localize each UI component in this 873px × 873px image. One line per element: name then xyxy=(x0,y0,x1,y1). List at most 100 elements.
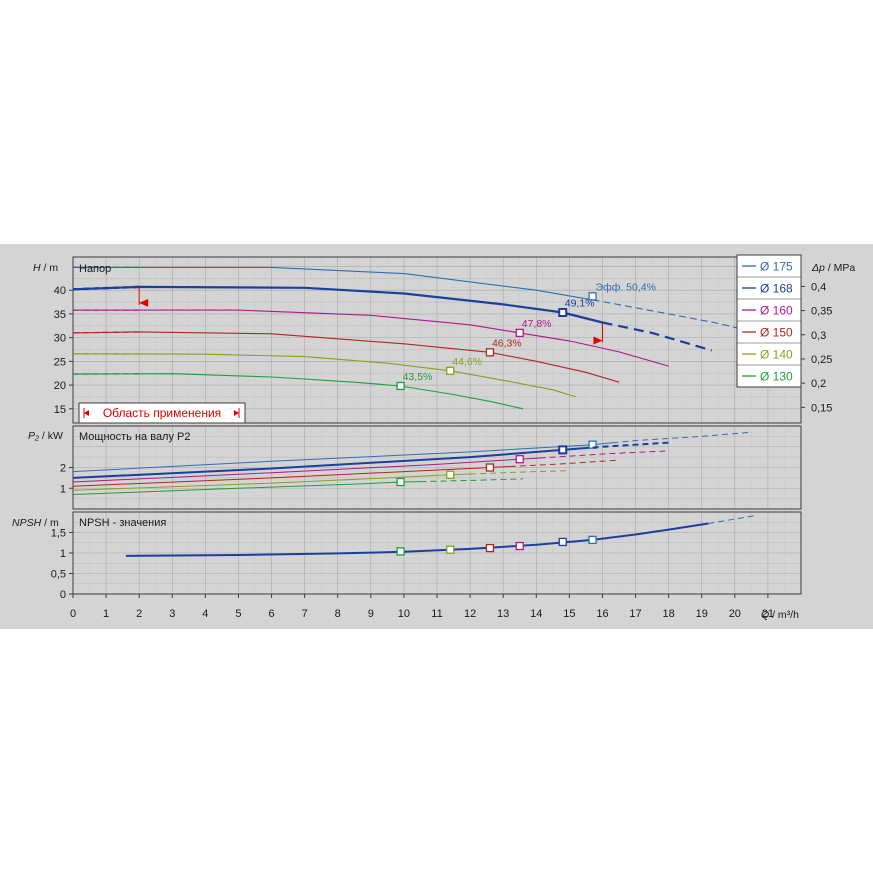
efficiency-marker xyxy=(588,440,597,449)
efficiency-marker xyxy=(588,292,597,301)
npsh-axis-label: NPSH / m xyxy=(12,517,59,529)
head-tick-label: 20 xyxy=(54,380,66,392)
x-tick-label: 16 xyxy=(596,608,608,620)
pressure-tick-label: 0,15 xyxy=(811,402,832,414)
legend-label: Ø 140 xyxy=(760,348,793,362)
power-curve xyxy=(72,473,471,491)
power-curve-extension xyxy=(582,441,669,450)
efficiency-label: 46,3% xyxy=(492,337,522,349)
efficiency-marker xyxy=(446,545,455,554)
npsh-tick-label: 1,5 xyxy=(51,528,66,540)
pressure-tick-label: 0,4 xyxy=(811,281,826,293)
grid xyxy=(72,256,802,595)
efficiency-label: 47,8% xyxy=(522,318,552,330)
legend-label: Ø 168 xyxy=(760,282,793,296)
power-panel-title: Мощность на валу P2 xyxy=(79,431,191,443)
x-tick-label: 17 xyxy=(629,608,641,620)
head-curve-extension xyxy=(592,299,795,343)
legend: Ø 175 Ø 168 Ø 160 Ø 150 Ø 140 Ø 130 xyxy=(736,254,802,388)
x-tick-label: 1 xyxy=(103,608,109,620)
power-tick-label: 1 xyxy=(60,483,66,495)
npsh-panel-title: NPSH - значения xyxy=(79,517,166,529)
head-tick-label: 15 xyxy=(54,404,66,416)
efficiency-marker xyxy=(558,307,568,317)
efficiency-marker xyxy=(396,547,405,556)
head-curve xyxy=(72,353,577,398)
npsh-tick-label: 1 xyxy=(60,548,66,560)
head-axis-label: H / m xyxy=(33,262,58,274)
efficiency-marker xyxy=(485,348,495,357)
power-curve-extension xyxy=(420,478,524,483)
efficiency-label: 49,1% xyxy=(565,297,595,309)
efficiency-marker xyxy=(396,477,405,487)
x-tick-label: 5 xyxy=(235,608,241,620)
efficiency-marker xyxy=(485,543,495,553)
pressure-tick-label: 0,35 xyxy=(811,306,832,318)
series-layer: Эфф. 50,4%49,1% 47,8%46,3% 44,6% 43,5% xyxy=(72,266,795,557)
x-tick-label: 8 xyxy=(335,608,341,620)
legend-label: Ø 160 xyxy=(760,304,793,318)
x-tick-label: 18 xyxy=(663,608,675,620)
efficiency-marker xyxy=(446,470,455,479)
pressure-tick-label: 0,2 xyxy=(811,378,826,390)
legend-label: Ø 175 xyxy=(760,260,793,274)
efficiency-label: 43,5% xyxy=(403,371,433,383)
power-curve-extension xyxy=(539,450,669,459)
head-curve xyxy=(72,331,620,383)
efficiency-marker xyxy=(515,455,524,464)
legend-label: Ø 150 xyxy=(760,326,793,340)
x-tick-label: 4 xyxy=(202,608,208,620)
power-axis-label: P₂ / kW xyxy=(28,430,63,442)
power-tick-label: 2 xyxy=(60,463,66,475)
power-curve xyxy=(72,457,540,483)
head-tick-label: 25 xyxy=(54,356,66,368)
range-min-arrow xyxy=(139,298,149,307)
head-curve-start xyxy=(72,285,140,291)
efficiency-marker xyxy=(515,328,524,338)
power-curve xyxy=(72,481,421,495)
npsh-curve-extension xyxy=(708,515,755,524)
svg-text:Область применения: Область применения xyxy=(103,406,221,420)
efficiency-marker xyxy=(485,463,495,472)
x-tick-label: 19 xyxy=(696,608,708,620)
efficiency-marker xyxy=(515,541,524,551)
head-curve-start xyxy=(72,331,140,334)
power-curve-extension xyxy=(612,431,752,444)
power-curve xyxy=(72,466,510,487)
operating-range-box: Область применения xyxy=(78,402,246,424)
head-tick-label: 30 xyxy=(54,333,66,345)
x-tick-label: 11 xyxy=(431,608,442,620)
head-curve xyxy=(73,309,669,367)
efficiency-label: 44,6% xyxy=(452,356,482,368)
head-tick-label: 35 xyxy=(54,309,66,321)
flow-axis-label: Q / m³/h xyxy=(761,609,799,621)
pressure-tick-label: 0,3 xyxy=(811,330,826,342)
x-tick-label: 20 xyxy=(729,608,741,620)
x-tick-label: 0 xyxy=(70,608,76,620)
range-max-arrow xyxy=(593,336,603,345)
legend-label: Ø 130 xyxy=(760,370,793,384)
npsh-tick-label: 0 xyxy=(60,589,66,601)
npsh-tick-label: 0,5 xyxy=(51,569,66,581)
x-tick-label: 21 xyxy=(762,608,774,620)
efficiency-marker xyxy=(558,445,568,455)
x-tick-label: 2 xyxy=(136,608,142,620)
head-curve xyxy=(73,266,593,301)
x-tick-label: 10 xyxy=(398,608,410,620)
efficiency-marker xyxy=(446,366,455,375)
efficiency-marker xyxy=(588,535,597,545)
power-curve xyxy=(72,447,583,479)
x-tick-label: 14 xyxy=(530,608,542,620)
x-tick-label: 13 xyxy=(497,608,509,620)
x-tick-label: 12 xyxy=(464,608,476,620)
power-curve xyxy=(72,442,613,473)
x-tick-label: 3 xyxy=(169,608,175,620)
x-tick-label: 7 xyxy=(302,608,308,620)
npsh-curve xyxy=(125,522,709,557)
x-tick-label: 6 xyxy=(268,608,274,620)
efficiency-label: Эфф. 50,4% xyxy=(596,281,656,293)
head-curve-extension xyxy=(602,321,713,352)
power-curve-extension xyxy=(470,470,570,475)
head-panel-title: Напор xyxy=(79,263,111,275)
